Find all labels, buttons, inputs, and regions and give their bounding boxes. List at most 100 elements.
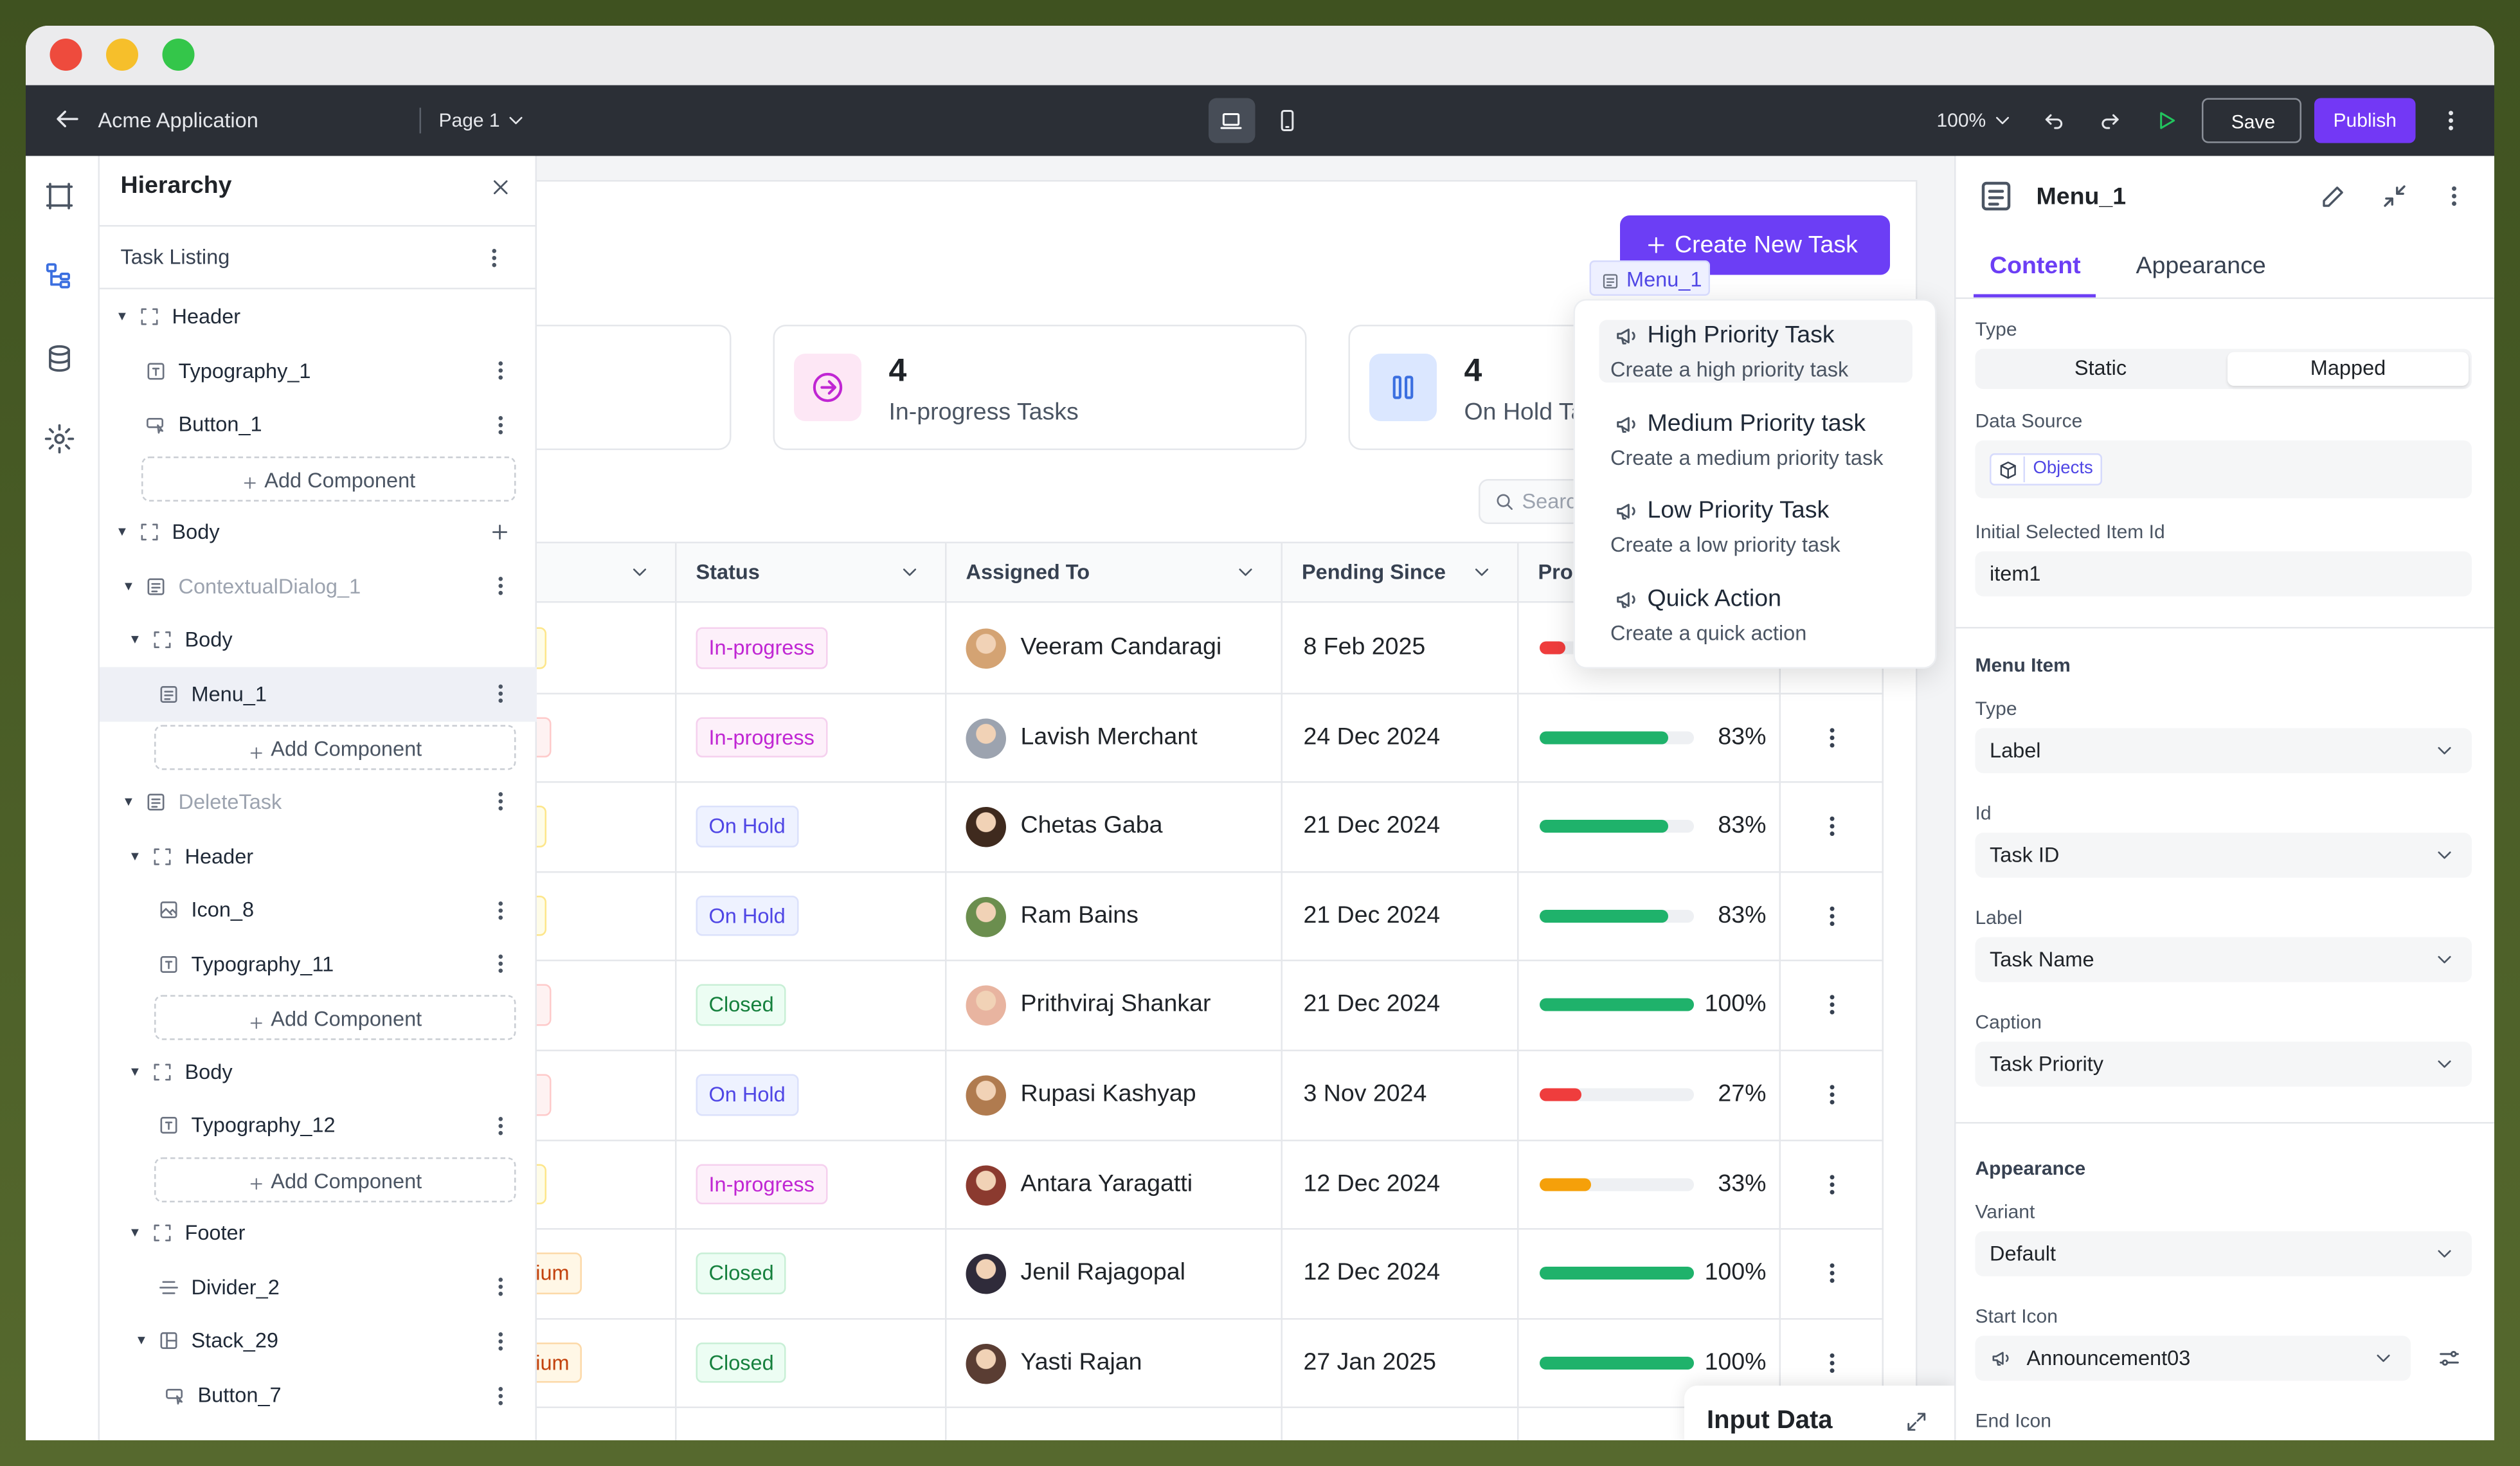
save-button[interactable]: Save: [2202, 98, 2301, 143]
add-component-label: Add Component: [271, 737, 422, 761]
add-component[interactable]: Add Component: [141, 456, 516, 502]
more[interactable]: [2438, 108, 2464, 134]
input-value: item1: [1990, 561, 2041, 586]
play[interactable]: [2154, 108, 2179, 134]
select[interactable]: [1975, 728, 2472, 774]
icon-part: [154, 1225, 171, 1242]
row-menu[interactable]: [1819, 724, 1845, 750]
rail-icon[interactable]: [44, 423, 76, 455]
icon-part: [147, 793, 165, 811]
more[interactable]: [482, 245, 506, 269]
node-label[interactable]: Button_1: [178, 412, 262, 437]
icon-part: [166, 1388, 183, 1399]
icon-part: [2323, 186, 2343, 207]
tab[interactable]: Appearance: [2136, 252, 2266, 280]
icon-part: [160, 1117, 177, 1134]
node-label[interactable]: Header: [172, 304, 241, 329]
icon-part: [250, 747, 262, 759]
node-label[interactable]: Body: [172, 520, 220, 544]
select[interactable]: [1975, 833, 2472, 878]
node-menu[interactable]: [488, 682, 512, 707]
node-label[interactable]: ContextualDialog_1: [178, 574, 361, 598]
row-menu[interactable]: [1819, 992, 1845, 1018]
node-label[interactable]: Stack_29: [191, 1328, 279, 1353]
node-label[interactable]: Body: [184, 628, 233, 652]
select[interactable]: [1975, 1042, 2472, 1087]
column-chevron: [1234, 561, 1257, 584]
node-menu[interactable]: [488, 574, 512, 599]
collapse[interactable]: [2380, 182, 2409, 211]
undo[interactable]: [2041, 108, 2067, 134]
zoom[interactable]: 100%: [1936, 109, 1986, 132]
column-header[interactable]: Status: [696, 559, 760, 584]
toggle-option[interactable]: Mapped: [2310, 356, 2386, 380]
node-menu[interactable]: [488, 952, 512, 976]
field-label: Type: [1975, 697, 2017, 720]
node-menu[interactable]: [488, 1114, 512, 1138]
edit[interactable]: [2319, 182, 2348, 211]
tab[interactable]: Content: [1990, 252, 2081, 280]
icon-part: [2438, 955, 2451, 964]
node-label[interactable]: Body: [184, 1059, 233, 1083]
add-component[interactable]: Add Component: [154, 1157, 516, 1202]
select[interactable]: [1975, 1335, 2411, 1381]
row-menu[interactable]: [1819, 813, 1845, 839]
rail-icon[interactable]: [44, 343, 76, 375]
toggle-option[interactable]: Static: [2074, 356, 2127, 380]
phone-icon[interactable]: [1275, 108, 1300, 134]
settings[interactable]: [2436, 1346, 2462, 1371]
stat-icon: [810, 370, 845, 405]
node-menu[interactable]: [488, 1329, 512, 1353]
rail-icon[interactable]: [44, 260, 76, 293]
traffic-light: [106, 39, 138, 71]
select[interactable]: [1975, 1231, 2472, 1276]
node-menu[interactable]: [488, 359, 512, 383]
icon-part: [244, 477, 256, 489]
input[interactable]: [1975, 551, 2472, 597]
objects-chip[interactable]: [1990, 453, 2102, 485]
icon-part: [498, 685, 502, 689]
column-header[interactable]: Pending Since: [1302, 559, 1446, 584]
node-menu[interactable]: [488, 412, 512, 437]
node-label[interactable]: Icon_8: [191, 897, 255, 922]
row-menu[interactable]: [1819, 1350, 1845, 1375]
input-data-panel[interactable]: Input Data: [1684, 1386, 1954, 1440]
page-select[interactable]: Page 1: [438, 109, 500, 132]
node-menu[interactable]: [488, 898, 512, 922]
field-label: Label: [1975, 906, 2022, 929]
node-label[interactable]: Typography_12: [191, 1113, 336, 1137]
node-icon: [145, 791, 167, 813]
more[interactable]: [2442, 183, 2467, 209]
icon-part: [498, 699, 502, 703]
add-component[interactable]: Add Component: [154, 725, 516, 771]
add-child[interactable]: [489, 521, 511, 543]
node-menu[interactable]: [488, 1383, 512, 1407]
node-label[interactable]: Menu_1: [191, 682, 267, 706]
rail-icon[interactable]: [44, 180, 76, 212]
node-menu[interactable]: [488, 1275, 512, 1299]
node-label[interactable]: Typography_11: [191, 951, 334, 975]
row-menu[interactable]: [1819, 1082, 1845, 1108]
device-desktop[interactable]: [1209, 98, 1256, 143]
node-label[interactable]: Header: [184, 843, 254, 868]
node-label[interactable]: Divider_2: [191, 1274, 280, 1299]
pending-since: 21 Dec 2024: [1303, 990, 1441, 1018]
redo[interactable]: [2098, 108, 2123, 134]
node-label[interactable]: Typography_1: [178, 357, 311, 383]
node-label[interactable]: DeleteTask: [178, 789, 282, 814]
avatar: [966, 718, 1006, 758]
close[interactable]: [488, 174, 512, 199]
node-menu[interactable]: [488, 790, 512, 815]
node-label[interactable]: Footer: [184, 1220, 246, 1245]
row-menu[interactable]: [1819, 1171, 1845, 1197]
icon-part: [1392, 376, 1401, 399]
column-header[interactable]: Assigned To: [966, 559, 1090, 584]
select[interactable]: [1975, 937, 2472, 982]
column-divider: [1882, 541, 1884, 1440]
add-component[interactable]: Add Component: [154, 995, 516, 1040]
row-menu[interactable]: [1819, 903, 1845, 928]
title-bar: [26, 26, 2494, 86]
publish-button[interactable]: Publish: [2314, 98, 2416, 143]
node-label[interactable]: Button_7: [197, 1382, 282, 1407]
row-menu[interactable]: [1819, 1260, 1845, 1286]
